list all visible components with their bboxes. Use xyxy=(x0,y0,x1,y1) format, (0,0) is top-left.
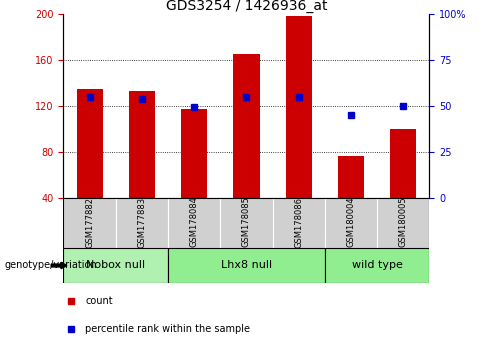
Text: Lhx8 null: Lhx8 null xyxy=(221,261,272,270)
Bar xyxy=(168,248,325,283)
Text: GSM177882: GSM177882 xyxy=(85,196,94,247)
Text: count: count xyxy=(85,296,113,306)
Bar xyxy=(233,55,260,198)
Bar xyxy=(77,89,102,198)
Text: GSM180005: GSM180005 xyxy=(399,197,408,247)
Bar xyxy=(338,156,364,198)
Bar xyxy=(116,198,168,248)
Text: genotype/variation: genotype/variation xyxy=(5,261,98,270)
Bar xyxy=(390,129,416,198)
Title: GDS3254 / 1426936_at: GDS3254 / 1426936_at xyxy=(166,0,327,13)
Bar xyxy=(325,248,429,283)
Bar xyxy=(63,248,168,283)
Bar xyxy=(273,198,325,248)
Text: wild type: wild type xyxy=(352,261,403,270)
Bar xyxy=(129,91,155,198)
Bar xyxy=(325,198,377,248)
Bar xyxy=(168,198,220,248)
Bar xyxy=(377,198,429,248)
Text: GSM178086: GSM178086 xyxy=(294,196,303,247)
Bar xyxy=(285,16,312,198)
Bar xyxy=(181,109,207,198)
Text: percentile rank within the sample: percentile rank within the sample xyxy=(85,324,250,334)
Text: Nobox null: Nobox null xyxy=(86,261,145,270)
Bar xyxy=(63,198,116,248)
Text: GSM178085: GSM178085 xyxy=(242,196,251,247)
Text: GSM178084: GSM178084 xyxy=(190,196,199,247)
Text: GSM177883: GSM177883 xyxy=(137,196,146,247)
Bar xyxy=(220,198,273,248)
Text: GSM180004: GSM180004 xyxy=(346,197,356,247)
